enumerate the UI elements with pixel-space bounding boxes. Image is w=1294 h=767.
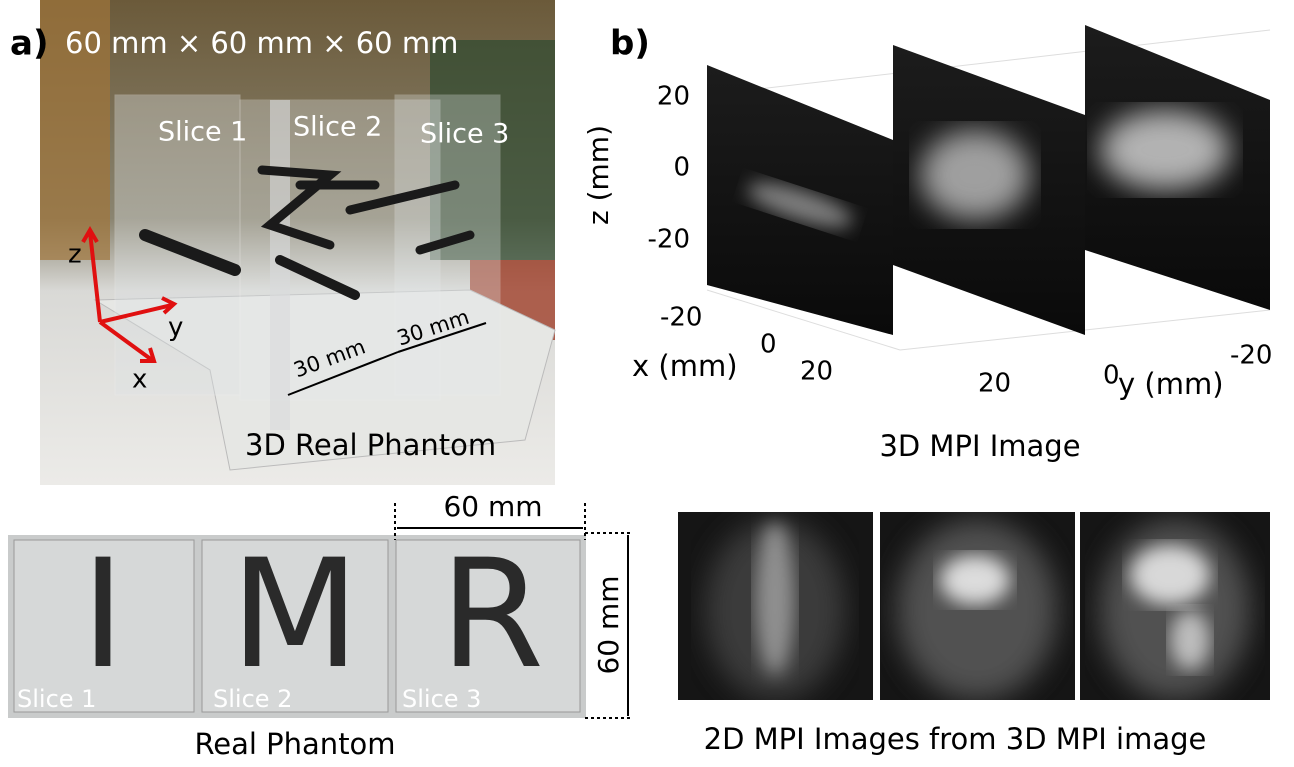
caption: 3D Real Phantom xyxy=(245,428,496,462)
axis-title: x (mm) xyxy=(632,349,738,383)
tick-label: 20 xyxy=(978,369,1011,399)
tick-label: 20 xyxy=(800,357,833,387)
page: {"panel_a":{"label":"a)","dimensions":"6… xyxy=(0,0,1294,763)
mpi-slice xyxy=(707,65,893,335)
slice-label: Slice 3 xyxy=(420,119,509,150)
tick-label: -20 xyxy=(1230,341,1272,371)
slice-label: Slice 2 xyxy=(213,685,292,713)
axis-title: z (mm) xyxy=(582,125,615,225)
mpi-image xyxy=(880,512,1075,700)
tick-label: 0 xyxy=(760,330,777,360)
axis-label: y xyxy=(168,313,183,343)
caption: Real Phantom xyxy=(194,727,395,761)
panel-label: b) xyxy=(610,24,650,64)
mpi-image xyxy=(1080,512,1270,700)
phantom-letter: M xyxy=(230,528,359,702)
caption: 2D MPI Images from 3D MPI image xyxy=(704,722,1207,756)
mpi-slice xyxy=(1085,25,1270,310)
tick-label: -20 xyxy=(660,303,702,333)
axis-label: x xyxy=(132,365,147,395)
tick-label: 20 xyxy=(657,82,690,112)
tick-label: 0 xyxy=(673,153,690,183)
phantom-letter: R xyxy=(440,528,544,702)
height-label: 60 mm xyxy=(592,575,625,674)
slice-label: Slice 2 xyxy=(293,112,382,143)
axis-label: z xyxy=(68,240,82,270)
slice-label: Slice 1 xyxy=(17,685,96,713)
mpi-slice xyxy=(893,45,1085,335)
caption: 3D MPI Image xyxy=(879,429,1080,463)
slice-label: Slice 3 xyxy=(402,685,481,713)
phantom-photo xyxy=(40,0,555,485)
panel-label: a) xyxy=(10,24,48,64)
tick-label: -20 xyxy=(648,225,690,255)
axis-title: y (mm) xyxy=(1118,367,1224,401)
width-label: 60 mm xyxy=(443,490,542,523)
dimensions: 60 mm × 60 mm × 60 mm xyxy=(65,26,458,60)
slice-label: Slice 1 xyxy=(158,117,247,148)
mpi-image xyxy=(678,512,873,700)
phantom-letter: I xyxy=(81,528,125,702)
figure: a) 60 mm × 60 mm × 60 mm Slice 1 Slice 2… xyxy=(0,0,1294,763)
